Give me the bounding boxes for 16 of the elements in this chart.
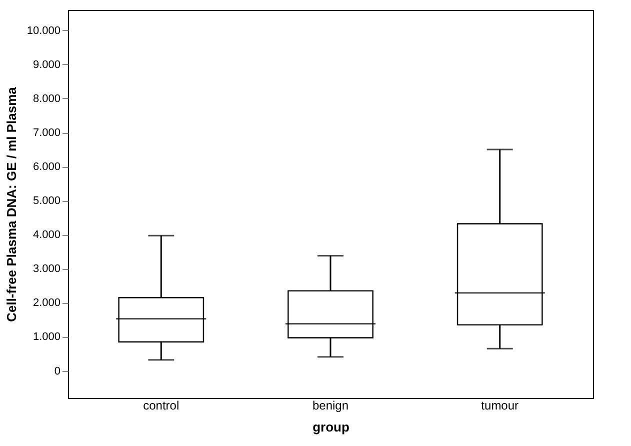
y-axis-title: Cell-free Plasma DNA: GE / ml Plasma — [4, 86, 19, 322]
y-tick-label: 6.000 — [32, 161, 60, 174]
y-tick-label: 2.000 — [32, 297, 60, 310]
y-tick-label: 7.000 — [32, 127, 60, 140]
y-tick-label: 0 — [54, 365, 60, 378]
x-tick-label: control — [143, 398, 180, 412]
x-axis-title: group — [312, 420, 350, 434]
y-tick-label: 3.000 — [32, 263, 60, 276]
y-tick-label: 10.000 — [26, 24, 60, 37]
y-tick-label: 9.000 — [32, 58, 60, 71]
y-tick-label: 1.000 — [32, 331, 60, 344]
x-tick-label: benign — [312, 398, 349, 412]
x-tick-label: tumour — [481, 398, 519, 412]
y-tick-label: 8.000 — [32, 92, 60, 105]
y-tick-label: 4.000 — [32, 229, 60, 242]
y-tick-label: 5.000 — [32, 195, 60, 208]
